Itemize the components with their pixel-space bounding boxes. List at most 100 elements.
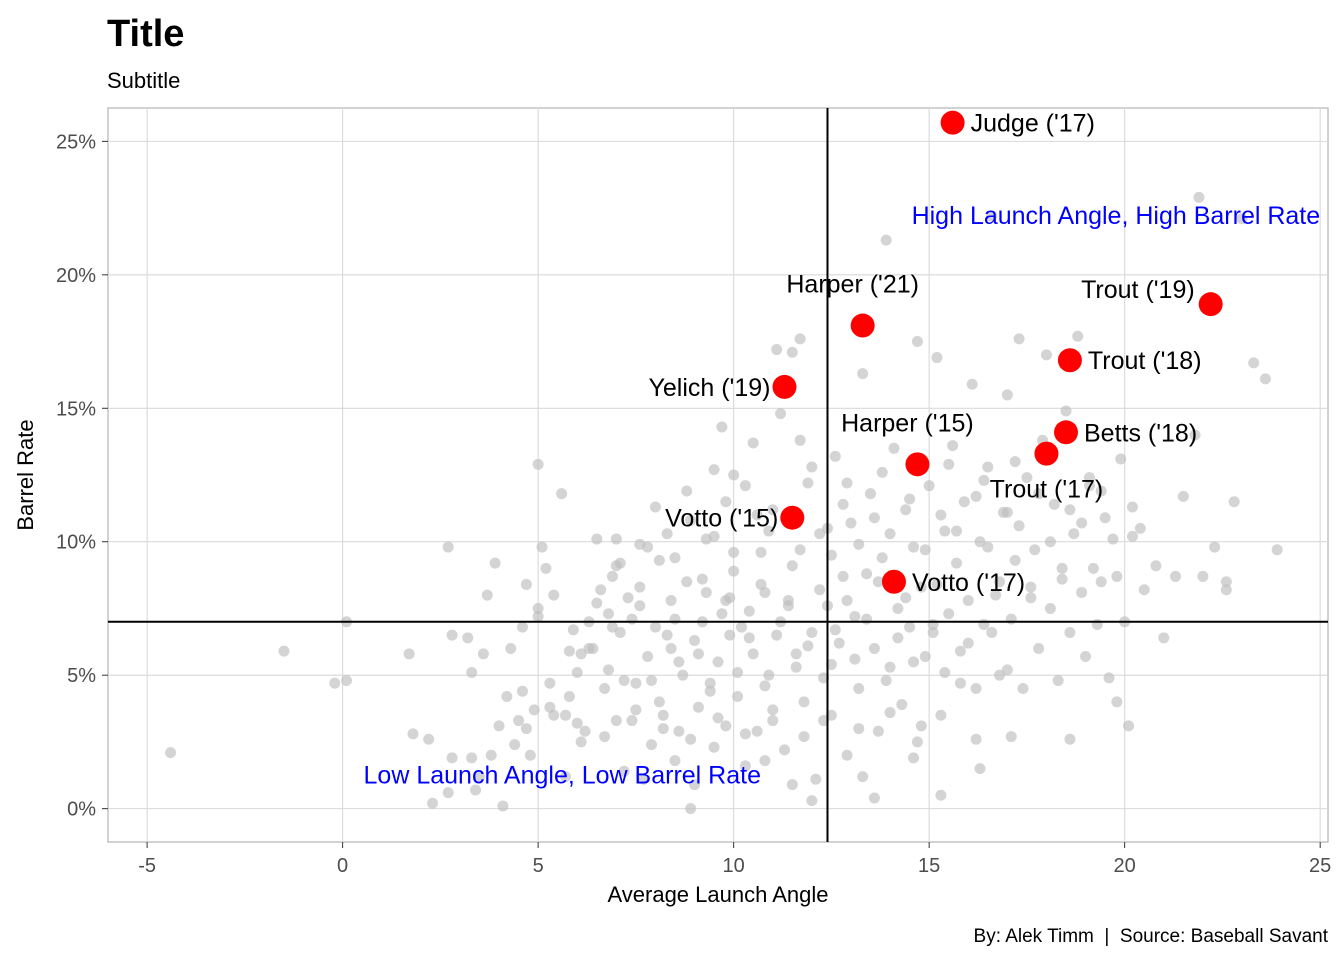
background-point — [669, 552, 681, 564]
background-point — [802, 477, 814, 489]
background-point — [739, 760, 751, 772]
highlighted-point — [905, 452, 930, 477]
background-point — [911, 736, 923, 748]
x-axis-ticks: -5 0 5 10 15 20 25 — [138, 842, 1331, 877]
background-point — [1095, 485, 1107, 497]
x-tick-label: 15 — [918, 855, 940, 877]
x-tick-label: 20 — [1114, 855, 1136, 877]
background-point — [1056, 562, 1068, 574]
background-point — [1013, 333, 1025, 345]
y-tick-label: 15% — [56, 398, 96, 420]
background-point — [908, 752, 920, 764]
background-point — [485, 749, 497, 761]
background-point — [1005, 731, 1017, 743]
background-point — [638, 773, 650, 785]
background-point — [603, 608, 615, 620]
background-point — [614, 557, 626, 569]
background-point — [685, 514, 697, 526]
background-point — [904, 493, 916, 505]
background-point — [1009, 456, 1021, 468]
reference-lines — [108, 108, 1328, 842]
background-point — [532, 610, 544, 622]
background-point — [994, 669, 1006, 681]
background-point — [653, 696, 665, 708]
background-point — [1103, 672, 1115, 684]
background-point — [1099, 512, 1111, 524]
background-point — [716, 421, 728, 433]
background-point — [845, 517, 857, 529]
background-point — [473, 771, 485, 783]
background-point — [884, 528, 896, 540]
background-point — [696, 573, 708, 585]
background-point — [677, 669, 689, 681]
background-point — [466, 667, 478, 679]
background-point — [544, 677, 556, 689]
background-point — [653, 554, 665, 566]
annotations: High Launch Angle, High Barrel Rate Low L… — [364, 202, 1321, 789]
background-point — [825, 549, 837, 561]
background-point — [704, 677, 716, 689]
background-point — [861, 613, 873, 625]
background-point — [524, 749, 536, 761]
background-point — [908, 656, 920, 668]
chart-subtitle: Subtitle — [107, 68, 180, 93]
background-point — [751, 725, 763, 737]
background-point — [974, 763, 986, 775]
background-point — [767, 715, 779, 727]
background-point — [712, 712, 724, 724]
background-point — [810, 773, 822, 785]
background-point — [872, 576, 884, 588]
background-point — [1080, 650, 1092, 662]
background-point — [724, 629, 736, 641]
highlighted-labels: Judge ('17) Trout ('19) Harper ('21) Trout … — [648, 110, 1201, 597]
background-point — [575, 736, 587, 748]
background-point — [477, 648, 489, 660]
background-point — [481, 589, 493, 601]
background-point — [466, 752, 478, 764]
background-point — [837, 570, 849, 582]
background-point — [861, 568, 873, 580]
background-point — [1083, 480, 1095, 492]
background-point — [606, 570, 618, 582]
background-point — [489, 557, 501, 569]
background-point — [755, 578, 767, 590]
x-tick-label: 5 — [533, 855, 544, 877]
background-point — [728, 546, 740, 558]
background-point — [853, 723, 865, 735]
background-point — [802, 640, 814, 652]
background-point — [1126, 530, 1138, 542]
background-point — [497, 800, 509, 812]
background-point — [1111, 570, 1123, 582]
background-point — [767, 504, 779, 516]
background-point — [743, 605, 755, 617]
background-point — [1072, 330, 1084, 342]
background-point — [915, 720, 927, 732]
background-point — [759, 680, 771, 692]
background-point — [1044, 536, 1056, 548]
background-point — [837, 498, 849, 510]
background-point — [1111, 696, 1123, 708]
background-point — [806, 626, 818, 638]
background-point — [427, 797, 439, 809]
background-point — [829, 450, 841, 462]
background-point — [806, 461, 818, 473]
background-point — [1033, 642, 1045, 654]
background-point — [825, 659, 837, 671]
highlighted-point — [772, 374, 797, 399]
background-point — [665, 642, 677, 654]
background-point — [567, 624, 579, 636]
background-point — [442, 541, 454, 553]
background-point — [767, 704, 779, 716]
background-point — [778, 744, 790, 756]
background-point — [1001, 664, 1013, 676]
background-point — [618, 765, 630, 777]
background-point — [1123, 720, 1135, 732]
background-point — [509, 739, 521, 751]
background-point — [520, 723, 532, 735]
background-point — [516, 621, 528, 633]
highlighted-point — [850, 313, 875, 338]
background-point — [876, 552, 888, 564]
background-point — [935, 709, 947, 721]
background-point — [880, 675, 892, 687]
background-point — [841, 749, 853, 761]
